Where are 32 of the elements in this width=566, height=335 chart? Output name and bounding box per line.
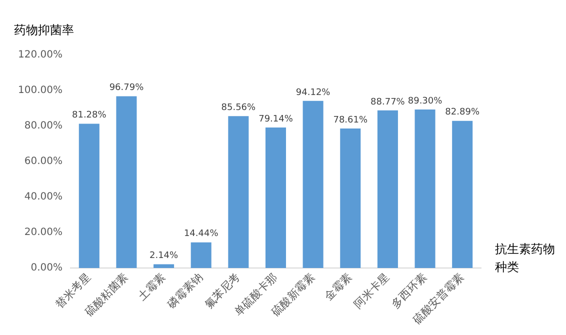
data-label: 89.30% xyxy=(408,96,443,106)
bar xyxy=(377,110,398,268)
bar xyxy=(340,128,361,268)
bar xyxy=(154,264,174,268)
data-label: 79.14% xyxy=(258,114,294,124)
x-tick-label: 阿米卡星 xyxy=(352,270,392,311)
y-tick-label: 20.00% xyxy=(24,227,62,238)
bar xyxy=(228,116,249,268)
bar xyxy=(116,96,137,268)
y-tick-label: 100.00% xyxy=(18,85,62,96)
bar xyxy=(452,120,473,268)
data-label: 85.56% xyxy=(221,102,256,113)
data-label: 88.77% xyxy=(370,97,406,108)
bar xyxy=(265,128,286,268)
y-tick-label: 80.00% xyxy=(24,120,62,132)
y-tick-label: 0.00% xyxy=(30,262,62,274)
data-label: 14.44% xyxy=(184,229,219,240)
data-label: 96.79% xyxy=(109,83,144,94)
x-axis-title: 抗生素药物种类 xyxy=(495,241,555,276)
y-tick-label: 120.00% xyxy=(18,50,62,61)
data-label: 82.89% xyxy=(445,108,480,118)
bar xyxy=(190,242,212,268)
bar xyxy=(302,100,324,268)
y-axis-title: 药物抑菌率 xyxy=(14,22,74,39)
bar xyxy=(414,109,436,268)
y-tick-label: 60.00% xyxy=(24,156,62,168)
data-label: 2.14% xyxy=(149,251,179,262)
bar xyxy=(78,124,100,268)
y-tick-label: 40.00% xyxy=(24,192,62,203)
data-label: 78.61% xyxy=(333,115,368,126)
data-label: 81.28% xyxy=(72,110,107,121)
data-label: 94.12% xyxy=(296,88,331,98)
